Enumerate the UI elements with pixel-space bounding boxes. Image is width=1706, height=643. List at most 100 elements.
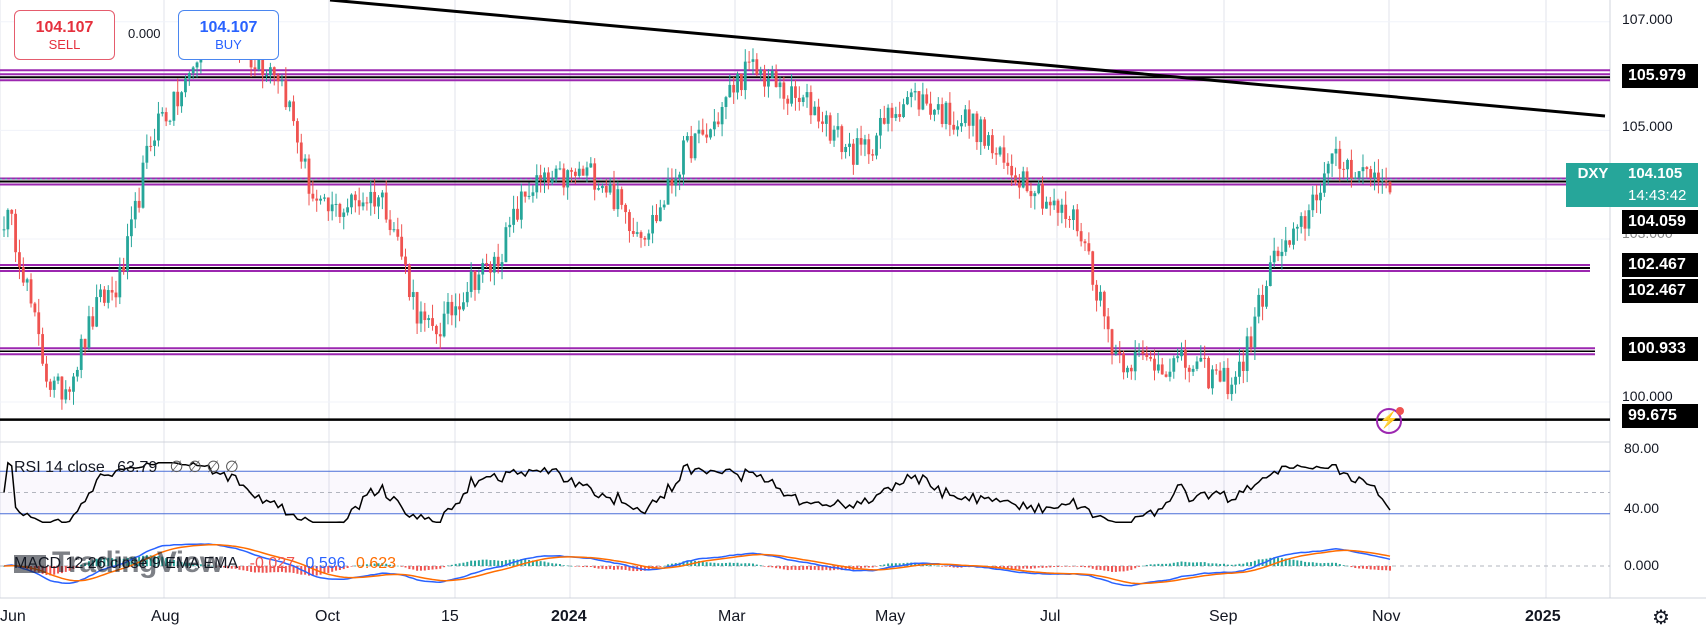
candle-body (130, 219, 133, 237)
macd-hist-bar (601, 566, 604, 569)
macd-legend[interactable]: MACD 12 26 close 9 EMA EMA -0.027 0.596 … (14, 555, 396, 573)
level-tag[interactable]: 99.675 (1622, 404, 1698, 428)
macd-hist-bar (454, 563, 457, 566)
candle-body (122, 266, 126, 272)
candle-body (597, 188, 600, 190)
candle-body (1307, 210, 1311, 229)
candle-body (639, 232, 643, 238)
horizontal-levels[interactable] (0, 69, 1610, 421)
macd-hist-bar (728, 562, 731, 566)
candle-body (859, 138, 863, 145)
macd-hist-bar (782, 566, 785, 570)
candle-body (91, 316, 95, 327)
level-tag[interactable]: 105.979 (1622, 64, 1698, 88)
time-tick: Nov (1372, 608, 1401, 625)
macd-signal-value: 0.623 (355, 555, 397, 572)
level-tag[interactable]: 102.467 (1622, 279, 1698, 303)
macd-hist-bar (199, 564, 202, 566)
level-tag[interactable]: 100.933 (1622, 337, 1698, 361)
candle-body (724, 97, 728, 107)
candle-body (971, 113, 975, 126)
candle-body (458, 306, 461, 310)
candle-body (10, 209, 14, 214)
candle-body (265, 75, 268, 77)
candle-body (388, 219, 392, 231)
sell-button[interactable]: 104.107 SELL (14, 10, 115, 60)
symbol-price-tag[interactable]: DXY (1566, 163, 1620, 207)
macd-hist-bar (1238, 563, 1241, 566)
candle-body (280, 80, 284, 82)
candle-body (805, 92, 809, 98)
macd-hist-bar (1033, 566, 1036, 569)
candle-body (1110, 329, 1114, 355)
flash-alert-icon[interactable]: ⚡ (1376, 408, 1402, 434)
last-price-tag[interactable]: 104.105 14:43:42 (1620, 163, 1698, 207)
candle-body (184, 78, 187, 93)
buy-button[interactable]: 104.107 BUY (178, 10, 279, 60)
macd-hist-bar (246, 566, 249, 571)
macd-hist-bar (589, 566, 592, 567)
candle-body (369, 191, 373, 204)
candle-body (141, 162, 145, 208)
candle-body (570, 170, 573, 172)
macd-hist-bar (840, 566, 843, 571)
candle-body (99, 289, 102, 298)
candle-body (153, 140, 156, 146)
macd-hist-bar (296, 566, 299, 574)
candle-body (1380, 180, 1384, 182)
candle-body (933, 109, 936, 115)
candle-body (1284, 240, 1288, 252)
candle-body (635, 232, 639, 234)
candle-body (539, 175, 543, 181)
macd-hist-bar (1176, 562, 1179, 566)
macd-hist-bar (458, 563, 461, 566)
macd-hist-bar (898, 563, 901, 566)
candle-body (751, 59, 755, 62)
time-tick: 15 (441, 608, 459, 625)
candle-body (678, 174, 682, 179)
candle-body (601, 186, 604, 189)
candle-body (1025, 171, 1029, 192)
candle-body (786, 98, 790, 104)
macd-hist-bar (1107, 566, 1110, 572)
macd-hist-bar (790, 566, 793, 570)
macd-hist-bar (311, 566, 314, 576)
candle-body (477, 274, 481, 290)
candle-body (940, 104, 944, 124)
macd-hist-bar (941, 566, 944, 567)
macd-hist-bar (165, 558, 168, 566)
rsi-legend[interactable]: RSI 14 close 63.79 ∅ ∅ ∅ ∅ (14, 457, 239, 477)
candle-body (1214, 369, 1218, 371)
candle-body (662, 204, 666, 208)
candle-body (1299, 216, 1303, 227)
macd-hist-bar (327, 566, 330, 573)
candle-body (1083, 241, 1087, 244)
candle-body (666, 178, 670, 205)
level-tag[interactable]: 104.059 (1622, 210, 1698, 234)
candle-body (898, 114, 902, 117)
macd-hist-bar (655, 566, 658, 568)
candle-body (485, 263, 488, 265)
macd-hist-bar (701, 561, 704, 566)
macd-hist-bar (72, 566, 75, 570)
candle-body (828, 115, 832, 141)
candle-body (589, 163, 593, 168)
candle-body (577, 168, 581, 176)
macd-hist-bar (759, 565, 762, 566)
macd-hist-bar (555, 563, 558, 566)
candle-body (83, 338, 87, 348)
candle-body (778, 82, 782, 88)
candle-body (1280, 251, 1284, 257)
candle-body (180, 92, 183, 107)
candle-body (871, 154, 875, 156)
macd-hist-bar (1180, 561, 1183, 566)
macd-hist-bar (1014, 566, 1017, 570)
candle-body (1322, 173, 1326, 193)
trendline[interactable] (329, 0, 1606, 118)
candle-body (1357, 171, 1361, 178)
level-tag[interactable]: 102.467 (1622, 253, 1698, 277)
candle-body (1126, 367, 1129, 373)
settings-gear-icon[interactable]: ⚙ (1652, 607, 1670, 629)
